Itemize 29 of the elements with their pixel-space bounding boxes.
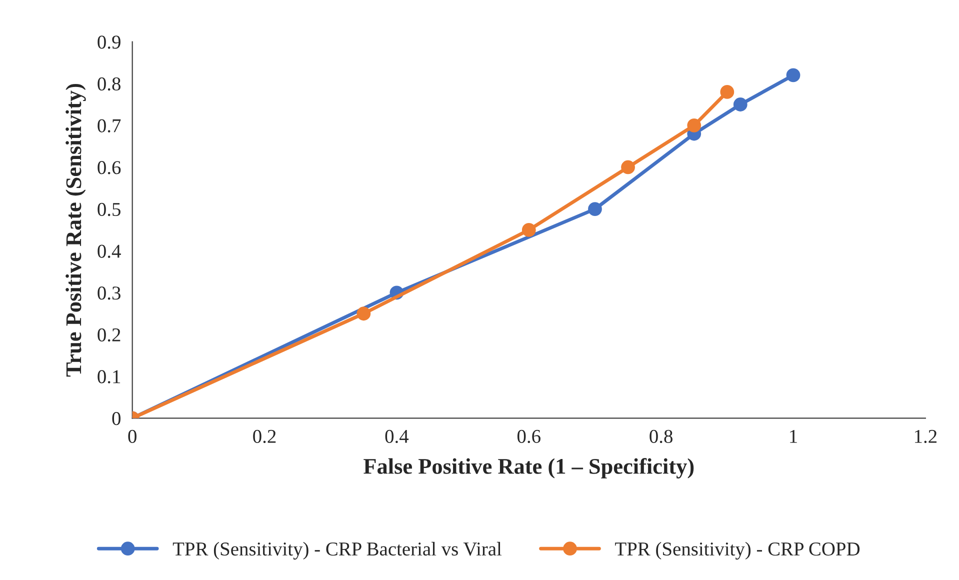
y-tick-label: 0.3 (98, 286, 120, 300)
x-tick-label: 1.2 (914, 430, 937, 444)
y-tick-label: 0.8 (98, 77, 120, 91)
y-tick-label: 0.5 (98, 202, 120, 216)
point (720, 85, 734, 99)
legend-label: TPR (Sensitivity) - CRP Bacterial vs Viral (172, 542, 502, 560)
point (733, 98, 748, 112)
point (588, 202, 602, 216)
y-tick-label: 0 (112, 412, 120, 426)
y-axis-title: True Positive Rate (Sensitivity) (66, 84, 86, 377)
x-tick-label: 0.6 (517, 430, 540, 444)
y-tick-label: 0.1 (98, 370, 120, 384)
y-tick-label: 0.4 (98, 244, 121, 258)
y-tick-label: 0.9 (98, 36, 120, 49)
point (687, 118, 702, 132)
point (522, 223, 536, 237)
point (621, 160, 635, 174)
point (356, 306, 371, 321)
x-tick-label: 0.8 (650, 430, 672, 444)
y-tick-label: 0.6 (98, 161, 121, 174)
point (786, 68, 800, 82)
legend-label: TPR (Sensitivity) - CRP COPD (615, 542, 860, 560)
x-tick-label: 0.4 (385, 430, 409, 444)
x-tick-label: 0 (128, 430, 136, 443)
x-tick-label: 0.2 (253, 430, 276, 444)
x-tick-label: 1 (790, 430, 797, 443)
y-tick-label: 0.2 (98, 328, 120, 342)
y-tick-label: 0.7 (98, 119, 121, 132)
x-axis-title: False Positive Rate (1 – Specificity) (364, 458, 694, 478)
